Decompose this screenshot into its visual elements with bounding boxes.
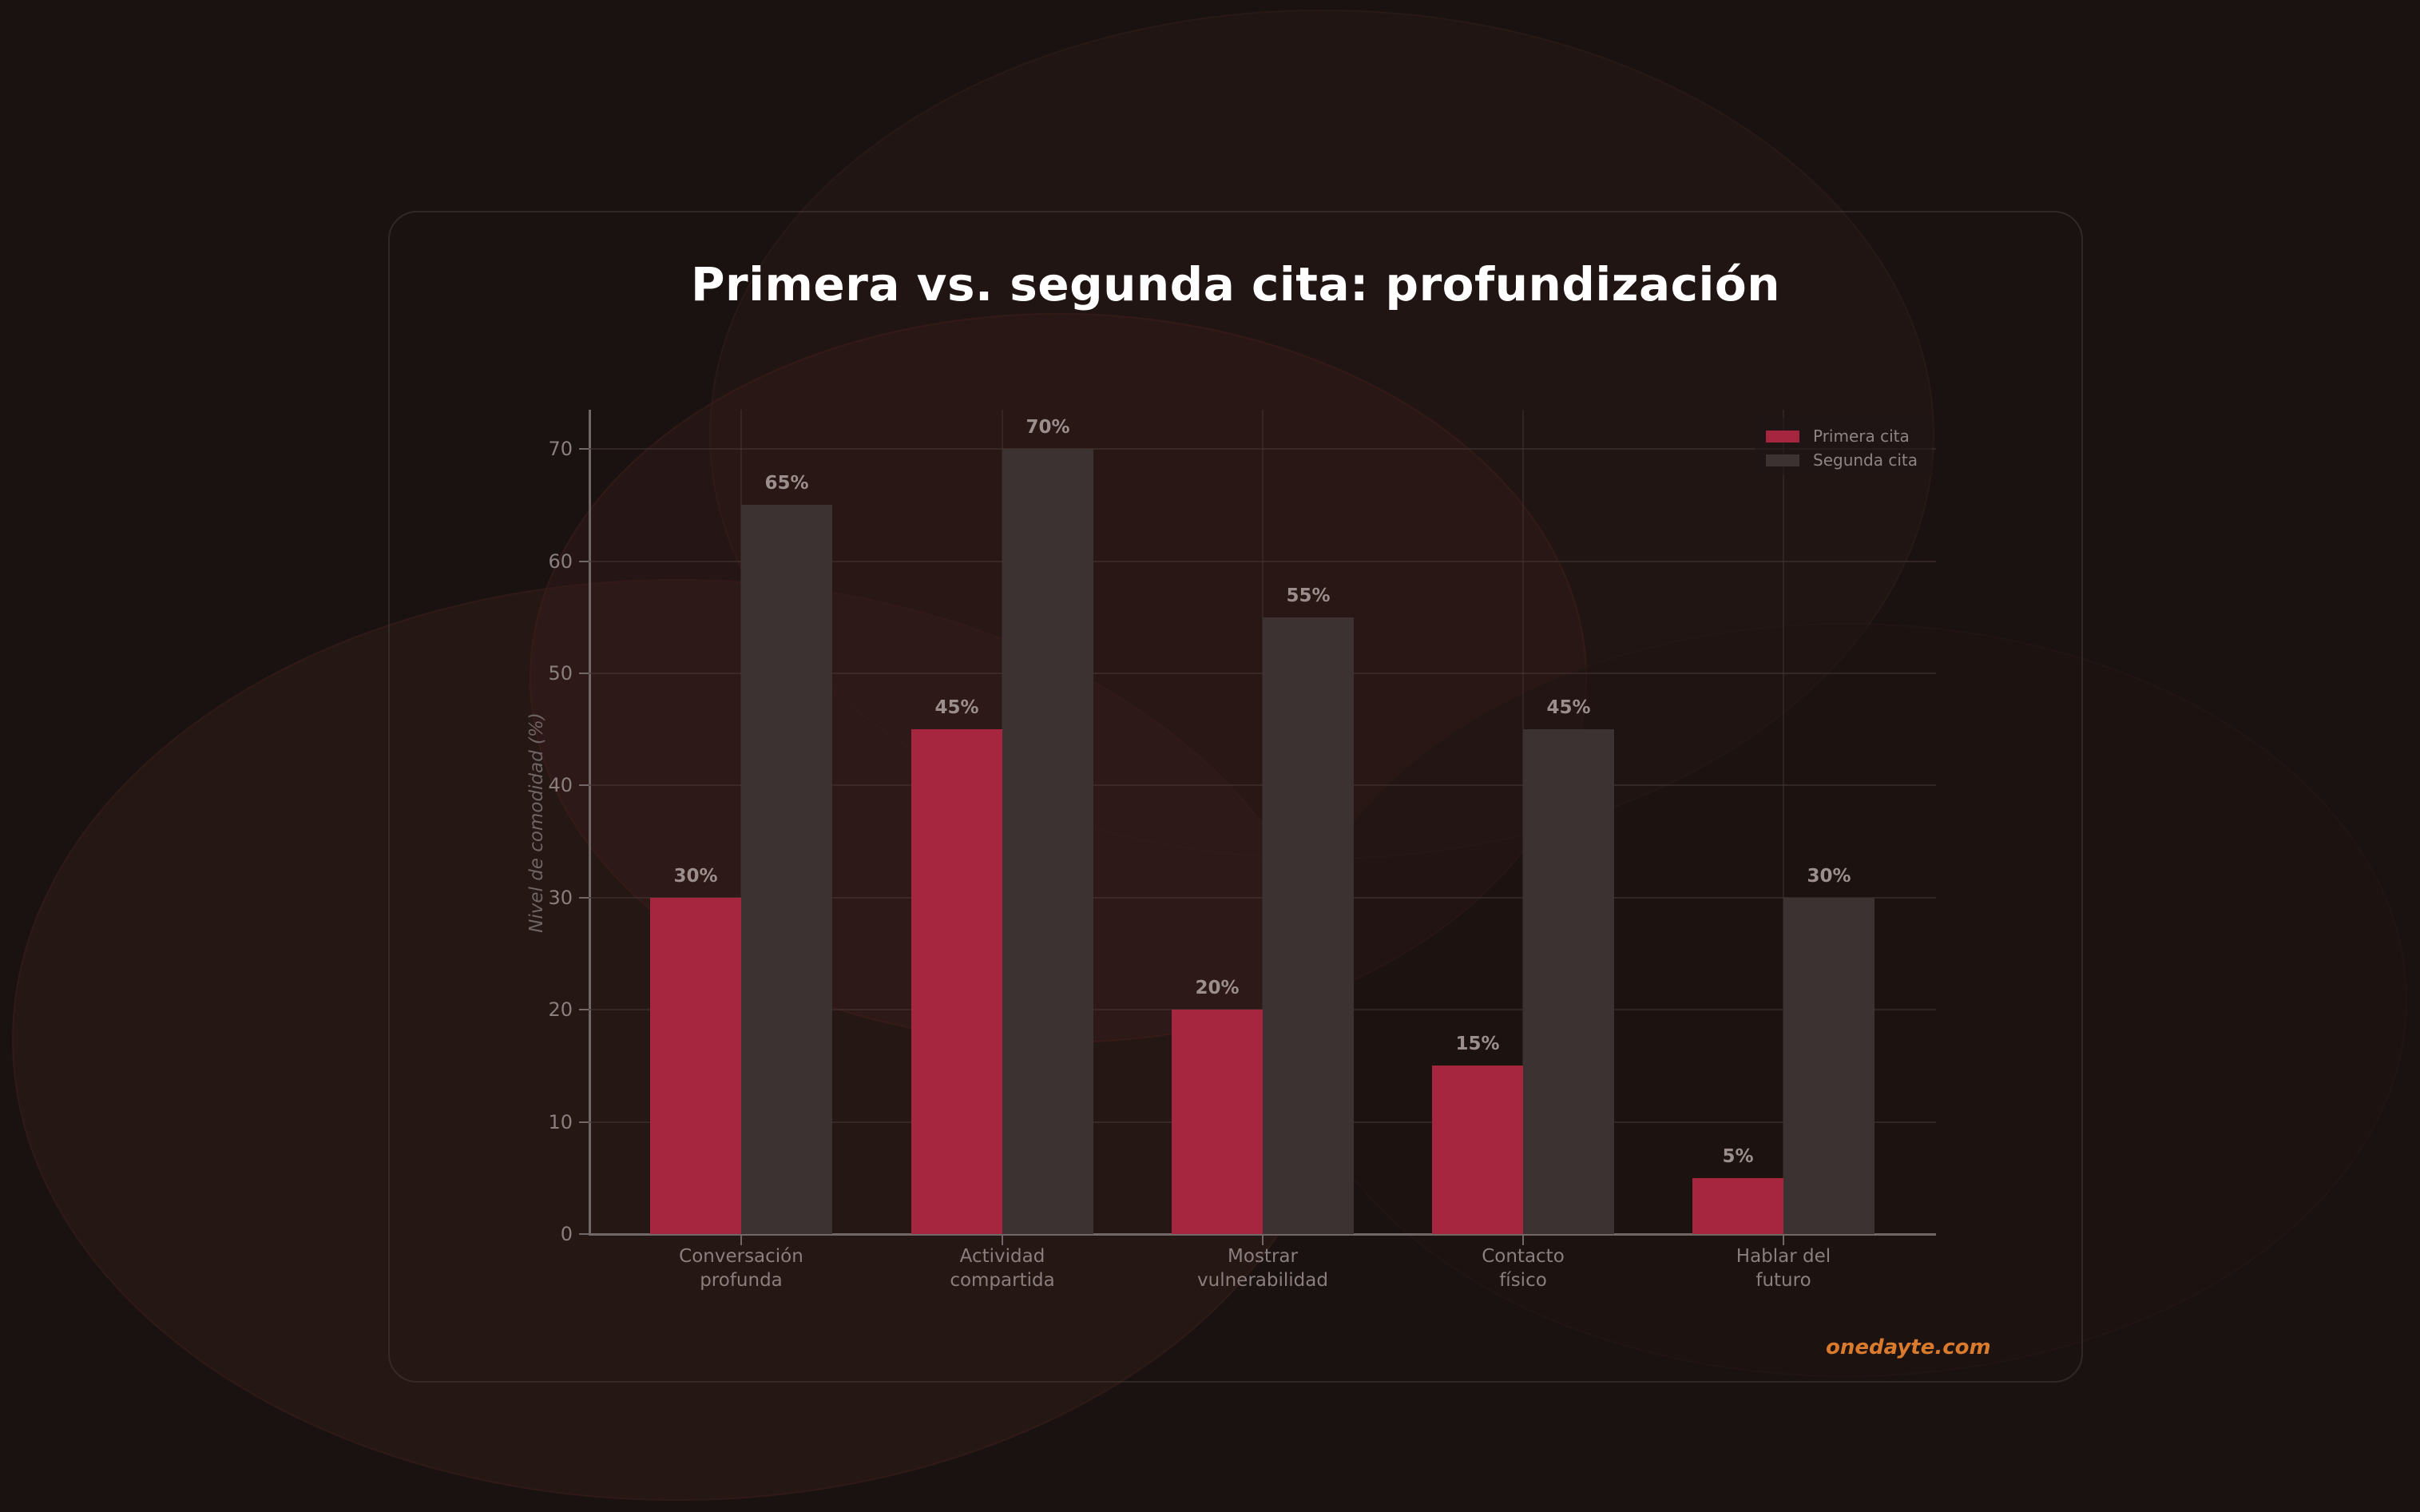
x-tick xyxy=(1262,1236,1264,1245)
legend-label: Primera cita xyxy=(1813,427,1910,446)
y-tick xyxy=(579,784,589,787)
y-tick xyxy=(579,1009,589,1011)
legend-swatch-primera xyxy=(1766,430,1799,442)
legend-item-primera: Primera cita xyxy=(1766,426,1910,446)
x-tick-label: Conversación profunda xyxy=(679,1246,803,1291)
bar-primera-cita xyxy=(1172,1010,1263,1234)
x-tick xyxy=(1002,1236,1003,1245)
y-tick-label: 20 xyxy=(548,998,573,1022)
bar-primera-cita xyxy=(911,729,1002,1234)
gridline xyxy=(589,784,1936,787)
legend-swatch-segunda xyxy=(1766,454,1799,466)
y-tick xyxy=(579,448,589,450)
y-tick-label: 40 xyxy=(548,774,573,797)
y-tick xyxy=(579,672,589,674)
bar-primera-cita xyxy=(1692,1177,1783,1234)
bar-value-label: 5% xyxy=(1722,1145,1754,1167)
y-tick xyxy=(579,896,589,899)
y-axis-line xyxy=(589,410,591,1236)
x-axis-line xyxy=(589,1233,1936,1236)
y-tick-label: 30 xyxy=(548,886,573,909)
chart-card xyxy=(388,211,2083,1383)
x-tick xyxy=(1783,1236,1784,1245)
gridline xyxy=(589,560,1936,562)
bar-segunda-cita xyxy=(1783,897,1875,1234)
bar-primera-cita xyxy=(650,897,741,1234)
y-tick xyxy=(579,1121,589,1123)
y-tick-label: 70 xyxy=(548,438,573,461)
bar-value-label: 65% xyxy=(764,473,809,494)
x-tick xyxy=(1522,1236,1524,1245)
bar-segunda-cita xyxy=(1263,617,1354,1234)
x-tick-label: Contacto físico xyxy=(1482,1246,1565,1291)
y-tick xyxy=(579,1233,589,1235)
y-tick-label: 0 xyxy=(560,1223,573,1245)
bar-value-label: 30% xyxy=(1807,865,1851,887)
bar-value-label: 55% xyxy=(1286,585,1331,606)
bar-segunda-cita xyxy=(1523,729,1614,1234)
plot-area: 0 10 20 30 40 50 60 70 30% 45% 20% 15% 5% 65% 70% 55% 45… xyxy=(548,410,1936,1291)
bar-value-label: 70% xyxy=(1026,417,1070,439)
bar-segunda-cita xyxy=(1002,449,1093,1234)
legend-item-segunda: Segunda cita xyxy=(1766,450,1918,470)
y-tick-label: 50 xyxy=(548,661,573,685)
bar-value-label: 45% xyxy=(934,697,979,719)
y-tick-label: 10 xyxy=(548,1110,573,1133)
bar-primera-cita xyxy=(1432,1066,1523,1234)
x-tick xyxy=(740,1236,742,1245)
bar-value-label: 20% xyxy=(1195,978,1240,999)
bar-value-label: 15% xyxy=(1455,1034,1500,1055)
y-tick-label: 60 xyxy=(548,550,573,573)
gridline xyxy=(1783,410,1784,1234)
x-tick-label: Actividad compartida xyxy=(950,1246,1055,1291)
gridline xyxy=(589,896,1936,899)
bar-value-label: 45% xyxy=(1546,697,1591,719)
gridline xyxy=(589,672,1936,674)
legend: Primera cita Segunda cita xyxy=(1755,418,1932,475)
x-tick-label: Mostrar vulnerabilidad xyxy=(1197,1246,1328,1291)
gridline xyxy=(589,448,1936,450)
x-tick-label: Hablar del futuro xyxy=(1736,1246,1831,1291)
gridline xyxy=(589,1009,1936,1011)
bar-segunda-cita xyxy=(741,505,832,1234)
legend-label: Segunda cita xyxy=(1813,450,1918,470)
bar-value-label: 30% xyxy=(673,865,718,887)
brand-watermark: onedayte.com xyxy=(1826,1335,1991,1359)
chart-title: Primera vs. segunda cita: profundización xyxy=(690,257,1781,312)
y-tick xyxy=(579,560,589,562)
